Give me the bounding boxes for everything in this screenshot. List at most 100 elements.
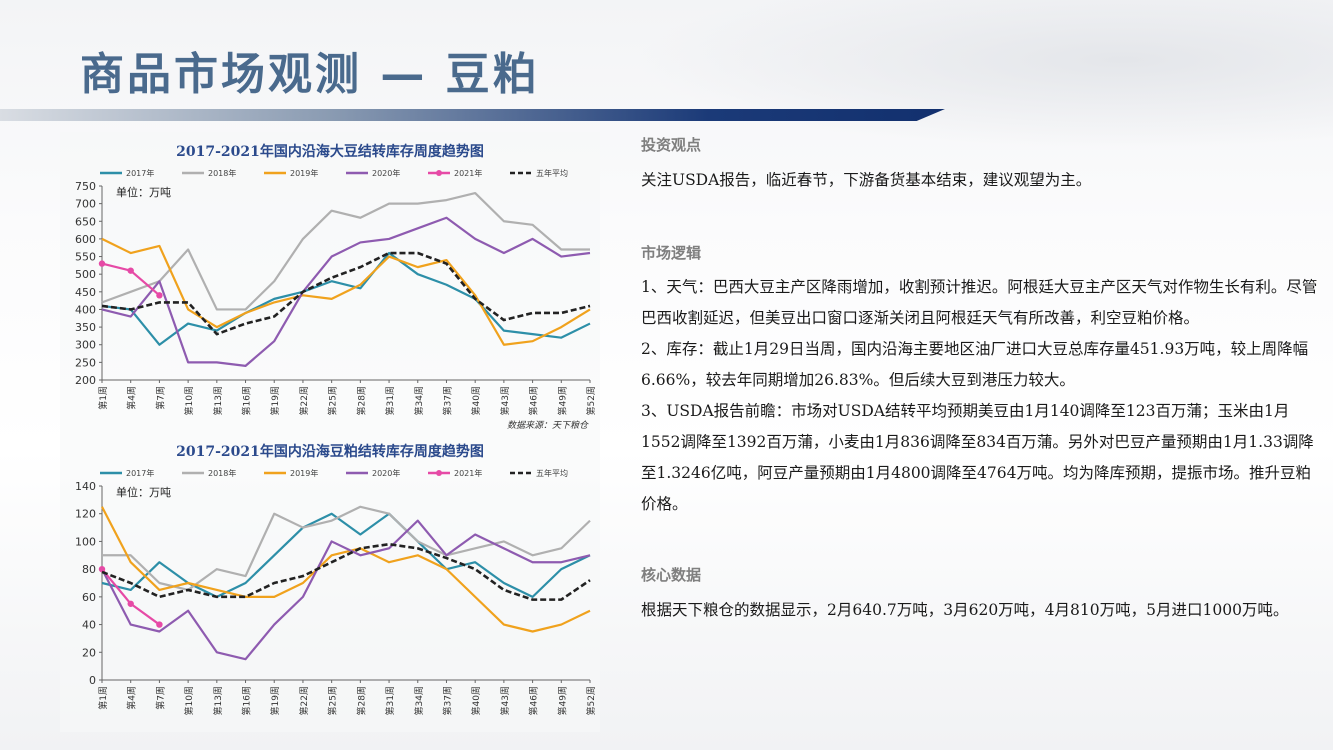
investment-view-heading: 投资观点	[641, 136, 702, 154]
legend-marker	[436, 170, 442, 176]
core-data-heading: 核心数据	[641, 566, 702, 584]
x-tick-label: 第16周	[241, 686, 253, 715]
x-tick-label: 第46周	[528, 386, 540, 415]
x-tick-label: 第37周	[441, 686, 453, 715]
x-tick-label: 第52周	[585, 686, 597, 715]
series-line-2020年	[101, 216, 591, 367]
y-tick-label: 140	[75, 480, 96, 493]
series-point-2021	[98, 260, 106, 267]
legend-label: 五年平均	[536, 468, 568, 478]
series-line-2020年	[101, 519, 591, 661]
chart-source: 数据来源：天下粮仓	[507, 420, 589, 431]
y-tick-label: 600	[75, 233, 96, 246]
x-tick-label: 第1周	[97, 686, 109, 710]
y-tick-label: 750	[75, 180, 96, 193]
x-tick-label: 第25周	[327, 386, 339, 415]
series-line-2019年	[101, 506, 591, 633]
series-point-2021	[156, 621, 163, 628]
series-line-2018年	[101, 191, 590, 311]
x-tick-label: 第37周	[441, 386, 453, 415]
x-tick-label: 第13周	[212, 686, 224, 715]
y-tick-label: 250	[75, 356, 96, 369]
x-tick-label: 第52周	[585, 386, 597, 415]
y-tick-label: 60	[82, 591, 96, 604]
chart-panel-soybean-stock: 2017-2021年国内沿海大豆结转库存周度趋势图 2017年 2018年 2019年…	[60, 132, 600, 432]
market-logic-usda: 3、USDA报告前瞻：市场对USDA结转平均预期美豆由1月140调降至123百万…	[641, 402, 1314, 513]
legend-label: 2020年	[372, 468, 400, 478]
legend-label: 2019年	[290, 168, 318, 178]
series-line-2019年	[101, 237, 591, 346]
y-tick-label: 120	[75, 508, 96, 521]
x-tick-label: 第10周	[183, 686, 195, 715]
analysis-column: 投资观点 关注USDA报告，临近春节，下游备货基本结束，建议观望为主。 市场逻辑…	[641, 128, 1321, 626]
series-line-2017年	[101, 512, 591, 598]
y-tick-label: 550	[75, 251, 96, 264]
y-tick-label: 350	[75, 321, 96, 334]
legend-label: 2020年	[372, 168, 400, 178]
y-tick-label: 450	[75, 286, 96, 299]
x-tick-label: 第13周	[212, 386, 224, 415]
y-tick-label: 40	[82, 619, 96, 632]
chart-title: 2017-2021年国内沿海大豆结转库存周度趋势图	[176, 143, 484, 160]
core-data-text: 根据天下粮仓的数据显示，2月640.7万吨，3月620万吨，4月810万吨，5月…	[641, 601, 1289, 619]
legend-label: 2021年	[454, 468, 482, 478]
background-map-decoration	[633, 0, 1333, 150]
market-logic-heading: 市场逻辑	[641, 244, 702, 262]
x-tick-label: 第1周	[97, 386, 109, 410]
series-point-2021	[127, 267, 134, 274]
x-tick-label: 第46周	[528, 686, 540, 715]
y-tick-label: 700	[75, 198, 96, 211]
slide-title: 商品市场观测 — 豆粕	[80, 49, 540, 100]
x-tick-label: 第43周	[499, 386, 511, 415]
x-tick-label: 第49周	[556, 386, 568, 415]
x-tick-label: 第28周	[355, 686, 367, 715]
soybean-stock-chart: 2017-2021年国内沿海大豆结转库存周度趋势图 2017年 2018年 2019年…	[60, 132, 600, 432]
x-tick-label: 第31周	[384, 686, 396, 715]
y-tick-label: 20	[82, 646, 96, 659]
y-tick-label: 300	[75, 339, 96, 352]
legend-label: 2021年	[454, 168, 482, 178]
investment-view-text: 关注USDA报告，临近春节，下游备货基本结束，建议观望为主。	[641, 171, 1092, 189]
x-tick-label: 第31周	[384, 386, 396, 415]
market-logic-weather: 1、天气：巴西大豆主产区降雨增加，收割预计推迟。阿根廷大豆主产区天气对作物生长有…	[641, 278, 1318, 327]
x-tick-label: 第7周	[154, 686, 166, 710]
soymeal-stock-chart: 2017-2021年国内沿海豆粕结转库存周度趋势图 2017年 2018年 2019年…	[60, 432, 600, 732]
x-tick-label: 第34周	[413, 686, 425, 715]
x-tick-label: 第19周	[269, 686, 281, 715]
x-tick-label: 第43周	[499, 686, 511, 715]
unit-label: 单位：万吨	[116, 185, 171, 199]
y-tick-label: 650	[75, 215, 96, 228]
legend-label: 2019年	[290, 468, 318, 478]
x-tick-label: 第19周	[269, 386, 281, 415]
chart-title: 2017-2021年国内沿海豆粕结转库存周度趋势图	[176, 443, 484, 460]
x-tick-label: 第10周	[183, 386, 195, 415]
y-tick-label: 0	[89, 674, 96, 687]
x-tick-label: 第7周	[154, 386, 166, 410]
x-tick-label: 第22周	[298, 386, 310, 415]
y-tick-label: 100	[75, 535, 96, 548]
series-point-2021	[156, 292, 163, 299]
x-tick-label: 第4周	[126, 686, 138, 710]
x-tick-label: 第22周	[298, 686, 310, 715]
x-tick-label: 第49周	[556, 686, 568, 715]
x-tick-label: 第16周	[241, 386, 253, 415]
legend-label: 2018年	[208, 468, 236, 478]
chart-panel-soymeal-stock: 2017-2021年国内沿海豆粕结转库存周度趋势图 2017年 2018年 2019年…	[60, 432, 600, 732]
series-point-2021	[98, 565, 106, 573]
x-tick-label: 第28周	[355, 386, 367, 415]
series-point-2021	[127, 600, 134, 607]
series-line-2018年	[102, 505, 591, 592]
x-tick-label: 第34周	[413, 386, 425, 415]
market-logic-inventory: 2、库存：截止1月29日当周，国内沿海主要地区油厂进口大豆总库存量451.93万…	[641, 340, 1309, 389]
legend-label: 2017年	[126, 168, 154, 178]
x-tick-label: 第40周	[470, 386, 482, 415]
legend-label: 2018年	[208, 168, 236, 178]
legend-marker	[436, 470, 442, 476]
legend-label: 2017年	[126, 468, 154, 478]
unit-label: 单位：万吨	[116, 485, 171, 499]
x-tick-label: 第40周	[470, 686, 482, 715]
series-line-五年平均	[101, 542, 591, 601]
x-tick-label: 第4周	[126, 386, 138, 410]
legend-label: 五年平均	[536, 168, 568, 178]
y-tick-label: 400	[75, 303, 96, 316]
